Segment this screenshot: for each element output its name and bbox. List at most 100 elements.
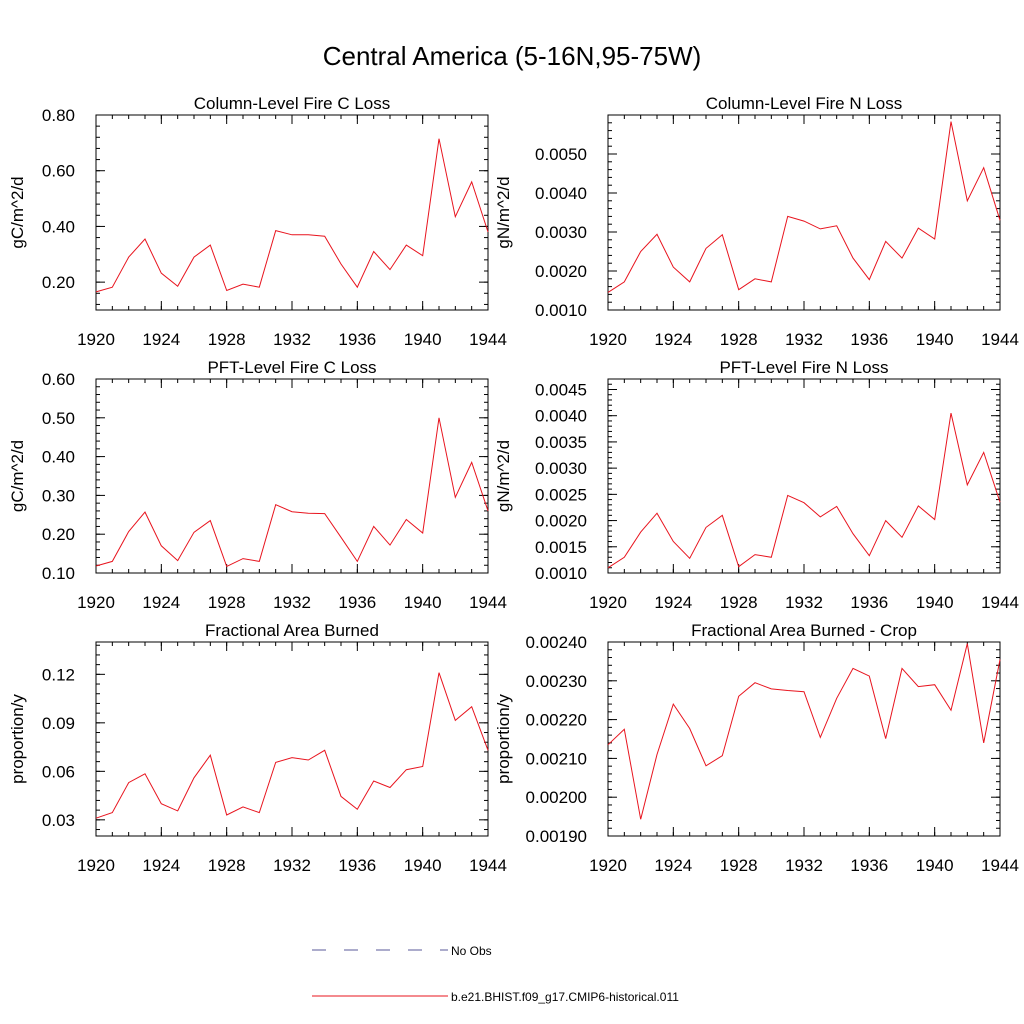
legend-no-obs-label: No Obs xyxy=(451,944,492,958)
chart-fractional-area-burned: 1920 1924 1928 1932 1936 1940 1944 0.03 0.06 0.09… xyxy=(8,621,507,875)
x-tick-label: 1940 xyxy=(916,593,954,612)
y-axis-label: proportion/y xyxy=(494,694,513,784)
x-tick-label: 1920 xyxy=(77,593,115,612)
x-tick-label: 1936 xyxy=(338,330,376,349)
y-tick-label: 0.0030 xyxy=(535,223,587,242)
y-axis-label: gC/m^2/d xyxy=(8,176,27,248)
x-tick-label: 1920 xyxy=(589,856,627,875)
y-tick-label: 0.20 xyxy=(42,525,75,544)
y-tick-label: 0.60 xyxy=(42,162,75,181)
x-tick-label: 1920 xyxy=(77,856,115,875)
x-tick-label: 1920 xyxy=(77,330,115,349)
legend: No Obs b.e21.BHIST.f09_g17.CMIP6-histori… xyxy=(312,944,679,1004)
x-tick-label: 1932 xyxy=(273,856,311,875)
plot-frame xyxy=(607,641,1001,837)
chart-title: Fractional Area Burned - Crop xyxy=(691,621,917,640)
series-line-b-e21-bhist-f09-g17-cmip6-historical-011 xyxy=(95,417,489,568)
y-tick-label: 0.0030 xyxy=(535,459,587,478)
chart-title: PFT-Level Fire C Loss xyxy=(207,358,376,377)
x-tick-label: 1932 xyxy=(785,330,823,349)
x-tick-label: 1936 xyxy=(850,593,888,612)
x-tick-label: 1928 xyxy=(208,330,246,349)
x-tick-label: 1944 xyxy=(469,593,507,612)
series-line-b-e21-bhist-f09-g17-cmip6-historical-011 xyxy=(95,672,489,819)
y-tick-label: 0.80 xyxy=(42,106,75,125)
y-tick-label: 0.40 xyxy=(42,217,75,236)
y-tick-label: 0.00190 xyxy=(526,827,587,846)
chart-fractional-area-burned-crop: 1920 1924 1928 1932 1936 1940 1944 0.00190 0.002… xyxy=(494,621,1019,875)
x-tick-label: 1940 xyxy=(916,856,954,875)
y-tick-label: 0.30 xyxy=(42,486,75,505)
panel-grid: 1920 1924 1928 1932 1936 1940 1944 0.20 0.40 0.60… xyxy=(8,94,1019,875)
x-tick-label: 1944 xyxy=(469,856,507,875)
figure-title: Central America (5-16N,95-75W) xyxy=(323,41,702,71)
y-tick-label: 0.0040 xyxy=(535,184,587,203)
y-tick-label: 0.00210 xyxy=(526,749,587,768)
y-tick-label: 0.00240 xyxy=(526,633,587,652)
x-tick-label: 1924 xyxy=(654,330,692,349)
chart-pft-level-fire-c-loss: 1920 1924 1928 1932 1936 1940 1944 0.10 0.20 0.30… xyxy=(8,358,507,612)
plot-frame xyxy=(607,114,1001,311)
x-tick-label: 1944 xyxy=(981,593,1019,612)
x-tick-label: 1932 xyxy=(785,593,823,612)
y-tick-label: 0.50 xyxy=(42,409,75,428)
y-axis-label: gN/m^2/d xyxy=(494,176,513,248)
chart-column-level-fire-c-loss: 1920 1924 1928 1932 1936 1940 1944 0.20 0.40 0.60… xyxy=(8,94,507,349)
x-tick-label: 1932 xyxy=(273,593,311,612)
y-tick-label: 0.00230 xyxy=(526,672,587,691)
x-tick-label: 1928 xyxy=(720,593,758,612)
y-tick-label: 0.00220 xyxy=(526,711,587,730)
y-tick-label: 0.0015 xyxy=(535,538,587,557)
y-axis-label: gC/m^2/d xyxy=(8,440,27,512)
chart-pft-level-fire-n-loss: 1920 1924 1928 1932 1936 1940 1944 0.0010 0.0015… xyxy=(494,358,1019,612)
series-line-b-e21-bhist-f09-g17-cmip6-historical-011 xyxy=(95,138,489,293)
y-tick-label: 0.0050 xyxy=(535,145,587,164)
x-tick-label: 1940 xyxy=(916,330,954,349)
y-tick-label: 0.0010 xyxy=(535,564,587,583)
y-tick-label: 0.40 xyxy=(42,448,75,467)
series-line-b-e21-bhist-f09-g17-cmip6-historical-011 xyxy=(607,121,1001,293)
x-tick-label: 1932 xyxy=(273,330,311,349)
y-tick-label: 0.0035 xyxy=(535,433,587,452)
x-tick-label: 1924 xyxy=(142,330,180,349)
x-tick-label: 1944 xyxy=(981,856,1019,875)
series-line-b-e21-bhist-f09-g17-cmip6-historical-011 xyxy=(607,412,1001,569)
y-axis-label: proportion/y xyxy=(8,694,27,784)
y-tick-label: 0.06 xyxy=(42,762,75,781)
legend-model-run-label: b.e21.BHIST.f09_g17.CMIP6-historical.011 xyxy=(451,990,679,1004)
x-tick-label: 1924 xyxy=(654,593,692,612)
y-tick-label: 0.0045 xyxy=(535,380,587,399)
x-tick-label: 1936 xyxy=(850,330,888,349)
y-axis-label: gN/m^2/d xyxy=(494,440,513,512)
chart-title: Column-Level Fire N Loss xyxy=(706,94,903,113)
x-tick-label: 1940 xyxy=(404,593,442,612)
chart-title: Fractional Area Burned xyxy=(205,621,379,640)
plot-frame xyxy=(95,378,489,574)
x-tick-label: 1924 xyxy=(654,856,692,875)
chart-title: PFT-Level Fire N Loss xyxy=(719,358,888,377)
x-tick-label: 1928 xyxy=(720,856,758,875)
x-tick-label: 1920 xyxy=(589,593,627,612)
x-tick-label: 1932 xyxy=(785,856,823,875)
x-tick-label: 1940 xyxy=(404,856,442,875)
x-tick-label: 1928 xyxy=(208,856,246,875)
series-line-b-e21-bhist-f09-g17-cmip6-historical-011 xyxy=(607,643,1001,820)
y-tick-label: 0.20 xyxy=(42,273,75,292)
y-tick-label: 0.10 xyxy=(42,564,75,583)
y-tick-label: 0.0010 xyxy=(535,301,587,320)
y-tick-label: 0.0025 xyxy=(535,485,587,504)
chart-title: Column-Level Fire C Loss xyxy=(194,94,391,113)
y-tick-label: 0.09 xyxy=(42,714,75,733)
y-tick-label: 0.03 xyxy=(42,811,75,830)
x-tick-label: 1928 xyxy=(720,330,758,349)
x-tick-label: 1928 xyxy=(208,593,246,612)
y-tick-label: 0.12 xyxy=(42,665,75,684)
x-tick-label: 1920 xyxy=(589,330,627,349)
x-tick-label: 1936 xyxy=(338,593,376,612)
y-tick-label: 0.0020 xyxy=(535,262,587,281)
x-tick-label: 1940 xyxy=(404,330,442,349)
y-tick-label: 0.0040 xyxy=(535,407,587,426)
y-tick-label: 0.00200 xyxy=(526,788,587,807)
y-tick-label: 0.0020 xyxy=(535,512,587,531)
